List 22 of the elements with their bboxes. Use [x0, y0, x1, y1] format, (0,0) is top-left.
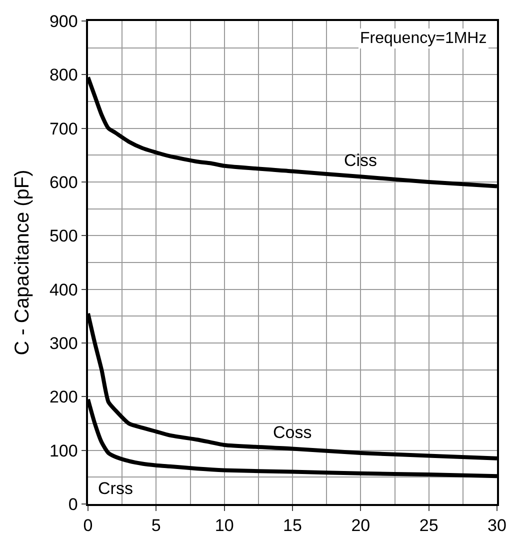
x-tick-label: 30	[488, 516, 506, 536]
series-label: Crss	[98, 479, 133, 498]
y-tick-label: 800	[49, 66, 78, 85]
x-tick-label: 10	[214, 516, 234, 536]
y-tick-label: 700	[49, 119, 78, 138]
x-tick-label: 15	[283, 516, 302, 536]
y-tick-label: 300	[49, 334, 78, 353]
y-axis-title: C - Capacitance (pF)	[11, 170, 34, 356]
y-tick-label: 500	[49, 226, 78, 246]
x-tick-label: 25	[419, 516, 438, 536]
x-tick-label: 20	[351, 516, 370, 536]
x-tick-label: 5	[151, 516, 161, 536]
x-tick-label: 0	[83, 516, 93, 536]
y-tick-label: 900	[49, 12, 78, 31]
y-tick-label: 400	[49, 280, 78, 300]
y-tick-label: 600	[49, 172, 78, 192]
y-tick-label: 0	[68, 494, 78, 514]
y-tick-label: 200	[49, 388, 78, 407]
series-label: Ciss	[344, 151, 378, 170]
series-label: Coss	[273, 423, 312, 442]
annotation: Frequency=1MHz	[360, 30, 487, 47]
y-tick-label: 100	[49, 441, 78, 460]
